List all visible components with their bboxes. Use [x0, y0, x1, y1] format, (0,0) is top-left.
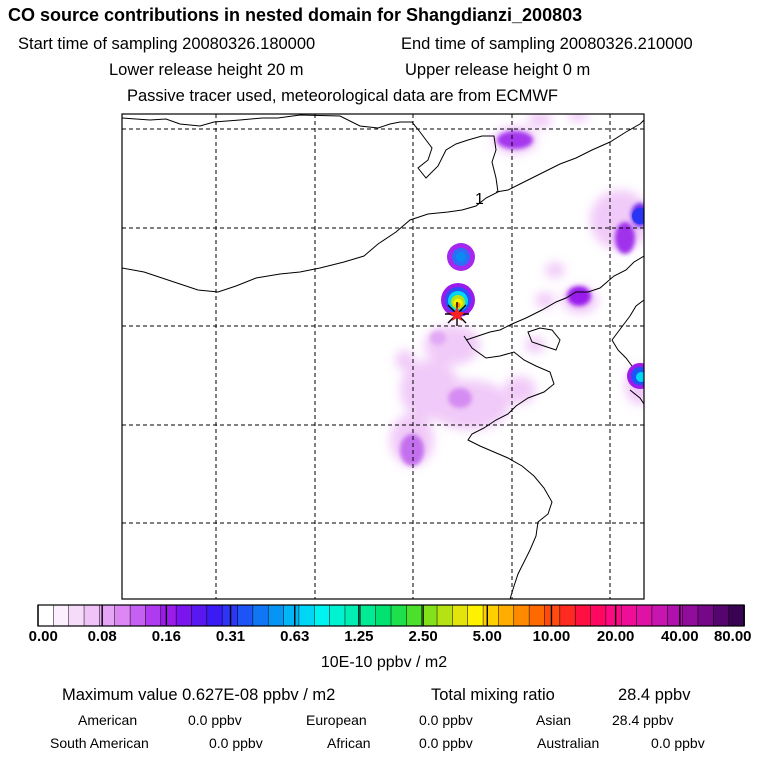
max-value-label: Maximum value 0.627E-08 ppbv / m2 [62, 686, 336, 704]
colorbar-frame [37, 604, 745, 627]
colorbar-unit: 10E-10 ppbv / m2 [320, 654, 448, 671]
colorbar-cell [160, 604, 177, 627]
colorbar-tick-label: 80.00 [713, 628, 752, 645]
colorbar-cell [390, 604, 408, 627]
colorbar-cell [314, 604, 331, 627]
region-name: American [78, 712, 138, 728]
colorbar-cell [590, 604, 607, 627]
colorbar-cell [498, 604, 515, 627]
region-value: 0.0 ppbv [419, 712, 473, 728]
colorbar-cell [682, 604, 699, 627]
plot-title: CO source contributions in nested domain… [8, 5, 583, 25]
region-value: 0.0 ppbv [651, 735, 705, 751]
colorbar-tick-label: 0.31 [215, 628, 246, 645]
colorbar-cell [620, 604, 638, 627]
colorbar-cell [129, 604, 147, 627]
colorbar-cell [53, 604, 70, 627]
colorbar-cell [37, 604, 55, 627]
colorbar-cell [482, 604, 500, 627]
colorbar-cell [267, 604, 285, 627]
region-name: South American [50, 735, 149, 751]
colorbar-cell [83, 604, 101, 627]
colorbar-cell [283, 604, 300, 627]
colorbar-cell [406, 604, 423, 627]
colorbar-tick-label: 0.08 [87, 628, 117, 645]
colorbar-cell [728, 604, 745, 627]
colorbar-tick-label: 40.00 [661, 628, 699, 645]
start-time-label: Start time of sampling 20080326.180000 [18, 35, 316, 53]
colorbar-cell [360, 604, 377, 627]
colorbar-cell [574, 604, 592, 627]
colorbar-cell [206, 604, 224, 627]
colorbar-cell [175, 604, 193, 627]
colorbar-cell [298, 604, 316, 627]
colorbar-cell [467, 604, 484, 627]
region-value: 0.0 ppbv [209, 735, 263, 751]
colorbar-tick-label: 10.00 [532, 628, 571, 645]
total-mixing-ratio-value: 28.4 ppbv [618, 686, 691, 704]
colorbar-cell [528, 604, 546, 627]
region-name: African [327, 735, 371, 751]
colorbar-cell [651, 604, 669, 627]
colorbar-cell [191, 604, 208, 627]
colorbar-cell [544, 604, 561, 627]
colorbar-tick-label: 1.25 [344, 628, 374, 645]
colorbar-cell [421, 604, 438, 627]
tracer-note: Passive tracer used, meteorological data… [127, 87, 558, 105]
colorbar-cell [375, 604, 392, 627]
colorbar-cell [636, 604, 653, 627]
colorbar-tick-label: 2.50 [408, 628, 438, 645]
hotspot-east [627, 363, 644, 389]
colorbar-tick-label: 20.00 [596, 628, 635, 645]
hotspot-upper [447, 243, 475, 271]
lat-lon-grid [122, 114, 644, 599]
receptor-star-icon [445, 302, 469, 326]
colorbar-cell [237, 604, 254, 627]
colorbar-tick-label: 0.16 [151, 628, 181, 645]
upper-release-height-label: Upper release height 0 m [405, 61, 591, 79]
colorbar-cell [605, 604, 623, 627]
end-time-label: End time of sampling 20080326.210000 [401, 35, 693, 53]
lower-release-height-label: Lower release height 20 m [109, 61, 304, 79]
hotspot-northeast [632, 208, 644, 224]
region-value: 28.4 ppbv [612, 712, 674, 728]
colorbar-cell [329, 604, 346, 627]
contour-label: 1 [475, 191, 484, 208]
coastline-boundaries [122, 114, 644, 599]
colorbar-tick-label: 0.00 [28, 628, 58, 645]
region-name: Australian [537, 735, 600, 751]
colorbar-cell [114, 604, 131, 627]
region-value: 0.0 ppbv [419, 735, 473, 751]
colorbar-cell [145, 604, 162, 627]
colorbar-cell [513, 604, 530, 627]
colorbar-cell [436, 604, 454, 627]
region-value: 0.0 ppbv [188, 712, 242, 728]
colorbar-cell [452, 604, 469, 627]
colorbar-tick-label: 0.63 [280, 628, 310, 645]
region-name: European [306, 712, 367, 728]
colorbar-cell [252, 604, 270, 627]
colorbar-cell [713, 604, 730, 627]
colorbar-cell [559, 604, 577, 627]
colorbar-cell [667, 604, 684, 627]
colorbar-cell [697, 604, 715, 627]
total-mixing-ratio-label: Total mixing ratio [431, 686, 555, 704]
colorbar-tick-label: 5.00 [472, 628, 502, 645]
colorbar-cell [68, 604, 85, 627]
region-name: Asian [536, 712, 572, 728]
map-frame [121, 113, 645, 600]
